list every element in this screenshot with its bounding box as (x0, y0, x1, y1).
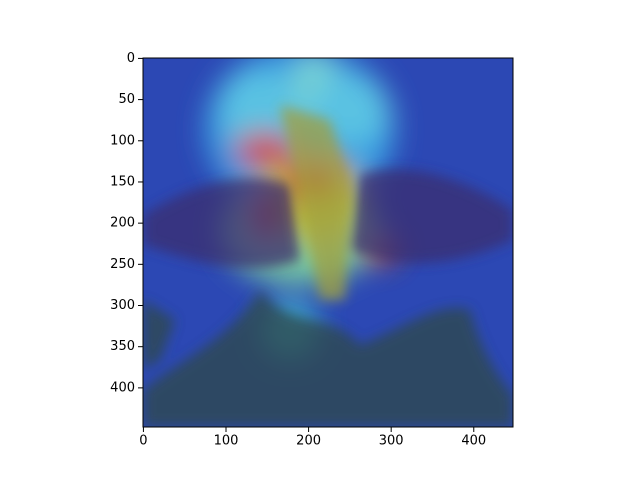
y-tick-label: 400 (110, 380, 135, 395)
y-tick-label: 200 (110, 216, 135, 231)
y-tick-label: 300 (110, 298, 135, 313)
axes-frame (142, 57, 514, 428)
y-tick-label: 50 (118, 92, 135, 107)
y-tick-label: 150 (110, 174, 135, 189)
x-tick-label: 300 (379, 434, 404, 449)
y-tick-label: 0 (127, 51, 135, 66)
x-tick-label: 0 (139, 434, 147, 449)
y-tick-label: 350 (110, 339, 135, 354)
y-tick-label: 250 (110, 257, 135, 272)
y-tick-label: 100 (110, 133, 135, 148)
image (143, 58, 513, 427)
x-tick-label: 200 (296, 434, 321, 449)
x-tick-label: 400 (461, 434, 486, 449)
x-tick-label: 100 (214, 434, 239, 449)
